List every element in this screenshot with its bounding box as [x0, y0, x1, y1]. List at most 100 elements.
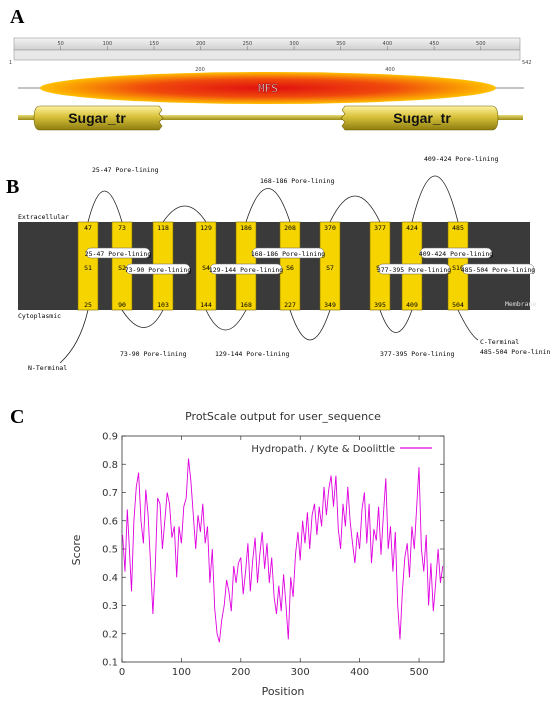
pill-text: 409-424 Pore-lining — [419, 250, 493, 258]
helix-top-residue: 129 — [200, 224, 212, 232]
helix-top-residue: 118 — [157, 224, 169, 232]
pill-409-424: 409-424 Pore-lining — [419, 247, 493, 259]
ruler-tick-label: 150 — [149, 41, 159, 47]
y-tick-label: 0.8 — [102, 460, 118, 471]
helix-bottom-residue: 504 — [452, 301, 464, 309]
x-tick-label: 300 — [291, 667, 310, 678]
ruler-end-label: 542 — [522, 60, 532, 66]
panel-label-b: B — [6, 176, 20, 198]
x-tick-label: 0 — [119, 667, 125, 678]
y-tick-label: 0.9 — [102, 432, 118, 443]
chart-title: ProtScale output for user_sequence — [185, 410, 381, 423]
ruler-tick-label: 450 — [429, 41, 439, 47]
series-line-hydropathy — [122, 458, 444, 643]
y-axis: 0.1 0.2 0.3 0.4 0.5 0.6 0.7 0.8 0.9 — [102, 432, 444, 669]
mfs-superfamily: MFS — [18, 72, 524, 104]
pill-25-47: 25-47 Pore-lining — [85, 247, 152, 259]
ruler-tick-400: 400 — [385, 67, 395, 73]
cytoplasmic-label: Cytoplasmic — [18, 312, 61, 320]
extracellular-label: Extracellular — [18, 213, 69, 221]
domain-label-2: Sugar_tr — [393, 110, 451, 126]
x-tick-label: 200 — [231, 667, 250, 678]
pore-lining-pills: 25-47 Pore-lining 73-90 Pore-lining 168-… — [85, 247, 535, 275]
y-tick-label: 0.2 — [102, 629, 118, 640]
x-tick-label: 400 — [350, 667, 369, 678]
helix-name: S2 — [118, 264, 126, 272]
helix-top-residue: 424 — [406, 224, 418, 232]
pill-text: 25-47 Pore-lining — [85, 250, 152, 258]
helix-bottom-residue: 227 — [284, 301, 296, 309]
helix-name: S1 — [84, 264, 92, 272]
x-axis: 0 100 200 300 400 500 — [119, 436, 429, 678]
helix-top-residue: 47 — [84, 224, 92, 232]
loop-label-73-90: 73-90 Pore-lining — [120, 350, 187, 358]
y-tick-label: 0.4 — [102, 573, 118, 584]
pill-text: 129-144 Pore-lining — [209, 266, 283, 274]
helix-bottom-residue: 395 — [374, 301, 386, 309]
y-tick-label: 0.1 — [102, 658, 118, 669]
pill-377-395: 377-395 Pore-lining — [377, 263, 451, 275]
ruler-tick-label: 500 — [476, 41, 486, 47]
loop-label-25-47: 25-47 Pore-lining — [92, 166, 159, 174]
pill-73-90: 73-90 Pore-lining — [125, 263, 192, 275]
y-tick-label: 0.7 — [102, 488, 118, 499]
panel-label-c: C — [10, 406, 25, 428]
helix-top-residue: 73 — [118, 224, 126, 232]
loop-label-377-395: 377-395 Pore-lining — [380, 350, 454, 358]
ruler-tick-label: 250 — [243, 41, 253, 47]
helix-bottom-residue: 349 — [324, 301, 336, 309]
helix-top-residue: 485 — [452, 224, 464, 232]
c-terminal-range-label: 485-504 Pore-lining — [480, 348, 550, 356]
ruler-tick-label: 350 — [336, 41, 346, 47]
domain-sugar-tr-1: Sugar_tr — [33, 105, 164, 131]
helix-bottom-residue: 90 — [118, 301, 126, 309]
helix-bottom-residue: 144 — [200, 301, 212, 309]
y-tick-label: 0.6 — [102, 516, 118, 527]
helix-name: S10 — [452, 264, 464, 272]
helix-name: S4 — [202, 264, 210, 272]
x-tick-label: 500 — [410, 667, 429, 678]
helix-s7: 370 S7 349 — [319, 221, 341, 311]
ruler-start-label: 1 — [9, 60, 12, 66]
n-terminal-label: N-Terminal — [28, 364, 67, 372]
ruler-tick-label: 200 — [196, 41, 206, 47]
pill-text: 485-504 Pore-lining — [461, 266, 535, 274]
topology-loops — [59, 175, 479, 364]
x-tick-label: 100 — [172, 667, 191, 678]
c-terminal-label: C-Terminal — [480, 338, 519, 346]
pill-text: 377-395 Pore-lining — [377, 266, 451, 274]
helix-top-residue: 370 — [324, 224, 336, 232]
x-axis-label: Position — [262, 685, 305, 698]
domain-architecture-panel: 50 100 150 200 250 300 350 400 450 500 1 542 200 … — [9, 37, 532, 131]
loop-label-409-424: 409-424 Pore-lining — [424, 155, 498, 163]
helix-top-residue: 186 — [240, 224, 252, 232]
y-tick-label: 0.3 — [102, 601, 118, 612]
helix-top-residue: 377 — [374, 224, 386, 232]
transmembrane-helices: 47S12573S290118S3103129S4144186S5168208S… — [77, 221, 469, 311]
pill-168-186: 168-186 Pore-lining — [251, 247, 325, 259]
ruler-tick-label: 100 — [103, 41, 113, 47]
ruler-tick-label: 300 — [289, 41, 299, 47]
helix-s1: 47 S1 25 — [77, 221, 99, 311]
helix-name: S6 — [286, 264, 294, 272]
helix-bottom-residue: 168 — [240, 301, 252, 309]
domain-label-1: Sugar_tr — [68, 110, 126, 126]
helix-name: S7 — [326, 264, 334, 272]
membrane-topology-panel: Extracellular Cytoplasmic Membrane 47S12… — [18, 155, 550, 372]
helix-bottom-residue: 25 — [84, 301, 92, 309]
ruler-tick-label: 400 — [383, 41, 393, 47]
legend-label: Hydropath. / Kyte & Doolittle — [251, 444, 395, 455]
helix-s4: 129 S4 144 — [195, 221, 217, 311]
ruler-tick-200: 200 — [195, 67, 205, 73]
pill-485-504: 485-504 Pore-lining — [461, 263, 535, 275]
loop-label-129-144: 129-144 Pore-lining — [215, 350, 289, 358]
sequence-ruler: 50 100 150 200 250 300 350 400 450 500 1 542 200 … — [9, 37, 532, 73]
pill-text: 73-90 Pore-lining — [125, 266, 192, 274]
loop-label-168-186: 168-186 Pore-lining — [260, 177, 334, 185]
helix-bottom-residue: 409 — [406, 301, 418, 309]
ruler-tick-label: 50 — [57, 41, 63, 47]
helix-bottom-residue: 103 — [157, 301, 169, 309]
membrane-label: Membrane — [505, 300, 536, 308]
pill-129-144: 129-144 Pore-lining — [209, 263, 283, 275]
hydropathy-chart: ProtScale output for user_sequence 0.1 0.… — [70, 410, 445, 698]
